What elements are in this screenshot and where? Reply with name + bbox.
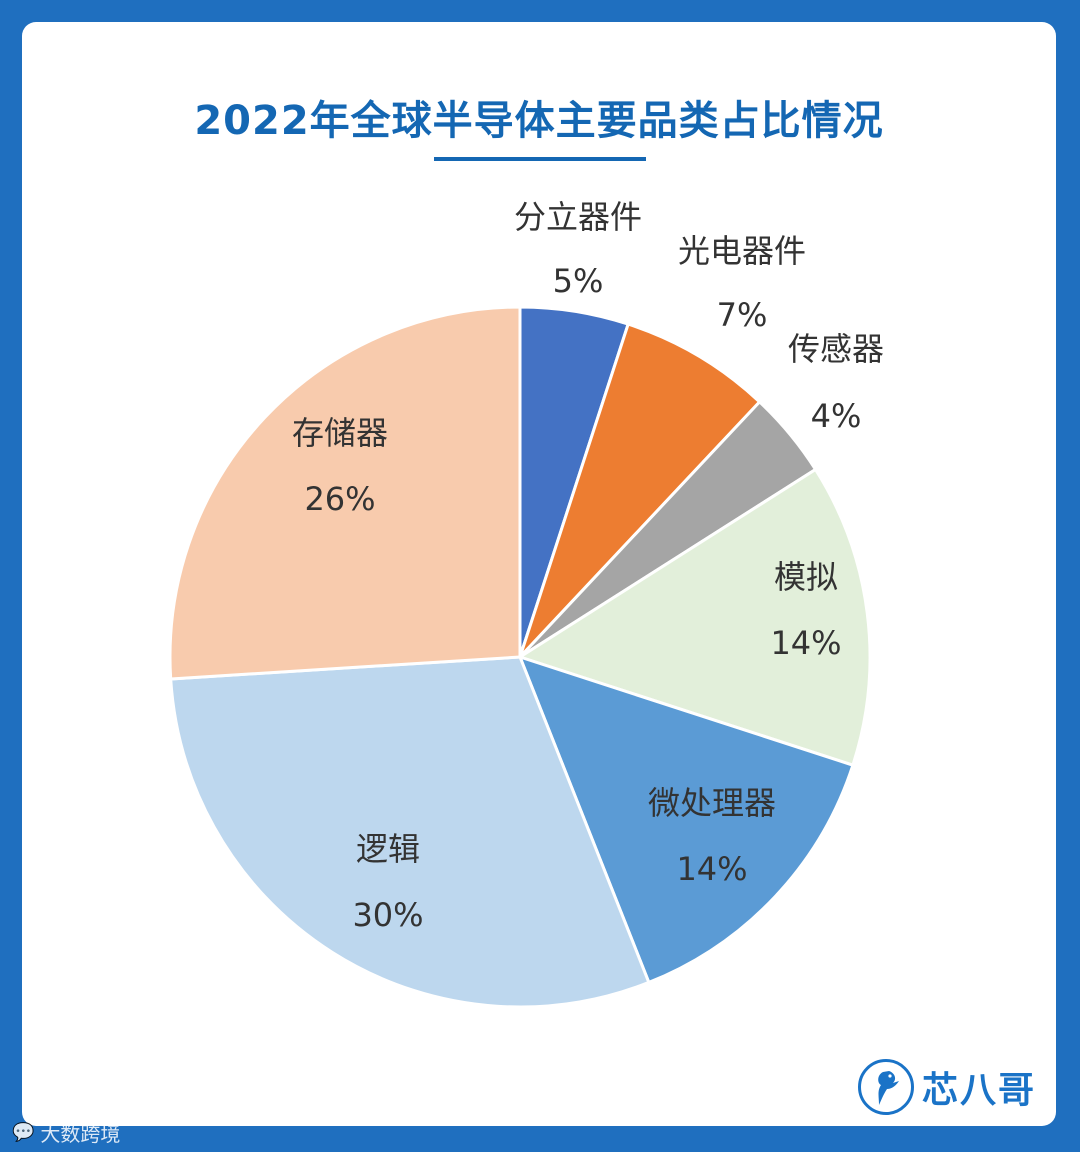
pie-slice-7 [168,305,522,681]
brand-logo: 芯八哥 [858,1052,1036,1122]
pie-slice-4 [516,467,872,768]
slice-value-5: 14% [676,850,747,888]
slice-label-7: 存储器 [292,414,388,452]
pie-slice-5 [517,654,855,985]
slice-label-6: 逻辑 [356,830,420,868]
bird-icon [858,1059,914,1115]
slice-value-3: 4% [811,397,862,435]
slice-label-3: 传感器 [788,330,884,368]
slice-label-1: 分立器件 [514,198,642,236]
slice-value-2: 7% [717,296,768,334]
slice-value-6: 30% [352,896,423,934]
brand-name: 芯八哥 [922,1070,1037,1111]
slice-label-5: 微处理器 [648,784,776,822]
chat-bubble-icon: 💬 [12,1121,35,1143]
slice-value-7: 26% [304,480,375,518]
pie-chart: 分立器件 5% 光电器件 7% 传感器 4% 模拟 14% 微处理器 14% 逻辑 30% 存储器 26% [168,198,884,1009]
source-text: 大数跨境 [40,1121,121,1146]
title-underline [434,157,646,161]
chart-card: 2022年全球半导体主要品类占比情况 分立器件 5% 光电器件 7% 传感器 4% 模拟 14… [22,22,1056,1126]
source-watermark: 💬 大数跨境 [12,1118,120,1146]
slice-value-1: 5% [553,262,604,300]
slice-label-4: 模拟 [774,558,838,596]
pie-slice-2 [518,322,762,659]
pie-slice-6 [169,655,651,1009]
slice-label-2: 光电器件 [678,232,806,270]
slice-value-4: 14% [770,624,841,662]
chart-title: 2022年全球半导体主要品类占比情况 [194,98,884,144]
